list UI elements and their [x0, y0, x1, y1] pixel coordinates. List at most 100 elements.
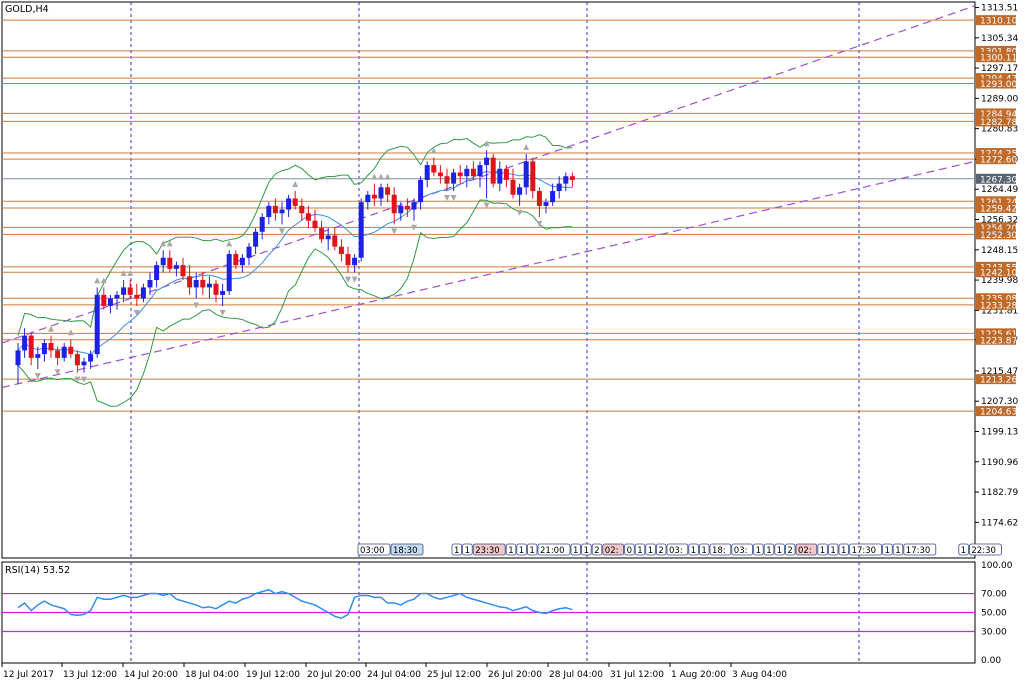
candle-body — [94, 294, 100, 355]
level-price-box — [976, 73, 1016, 84]
candle-body — [569, 176, 575, 180]
candle-body — [378, 187, 384, 199]
candle-body — [358, 202, 364, 258]
level-price-label: 1284.94 — [980, 110, 1017, 120]
level-price-label: 1242.10 — [980, 269, 1017, 279]
candle-body — [266, 205, 272, 217]
candle — [140, 283, 146, 303]
candle-body — [233, 254, 239, 266]
chart-title: GOLD,H4 — [5, 4, 49, 15]
level-price-label: 1252.30 — [980, 231, 1017, 241]
level-price-box — [976, 203, 1016, 214]
time-tick-label: 28 Jul 04:00 — [549, 670, 603, 680]
candle — [88, 350, 94, 369]
candle-body — [147, 280, 153, 288]
candle — [246, 242, 252, 266]
candle — [503, 165, 509, 188]
fractal-down-marker — [536, 220, 543, 227]
time-box-label: 1 — [895, 546, 900, 556]
time-tick-label: 1 Aug 20:00 — [671, 670, 726, 680]
candle — [61, 343, 67, 362]
time-box — [892, 543, 904, 556]
candle-body — [81, 361, 87, 366]
level-price-box — [976, 267, 1016, 278]
candle-body — [371, 194, 377, 199]
time-tick-label: 25 Jul 12:00 — [427, 670, 481, 680]
candle — [437, 165, 443, 184]
time-box-label: 02: — [605, 546, 619, 556]
fractal-down-marker — [444, 195, 450, 202]
candle-body — [292, 198, 298, 206]
level-price-label: 1293.00 — [980, 80, 1017, 90]
candle — [121, 280, 127, 303]
level-price-box — [976, 229, 1016, 240]
candle-body — [385, 187, 391, 195]
candle — [167, 250, 173, 273]
level-price-label: 1300.11 — [980, 54, 1017, 64]
time-box-label: 1 — [648, 546, 653, 556]
price-tick-label: 1174.62 — [981, 518, 1018, 528]
candle — [451, 168, 457, 192]
candle-body — [107, 298, 113, 306]
rsi-tick-label: 30.00 — [981, 628, 1007, 638]
candle — [206, 276, 212, 299]
fractal-up-marker — [127, 270, 134, 276]
fractal-down-marker — [219, 309, 226, 316]
candle — [193, 272, 199, 299]
price-axis: 1313.51 1305.34 1297.17 1289.00 1280.83 1272.… — [975, 4, 1018, 528]
candle-body — [563, 176, 569, 184]
candle — [68, 339, 74, 358]
time-box-label: 2 — [594, 546, 599, 556]
fractal-up-marker — [120, 270, 127, 276]
candle-body — [35, 354, 41, 358]
candle — [563, 172, 569, 192]
candle — [187, 265, 193, 295]
time-box-label: 1 — [820, 546, 825, 556]
fractal-down-marker — [411, 224, 417, 231]
candle-body — [550, 191, 556, 203]
time-box — [838, 543, 850, 556]
candle — [398, 202, 404, 221]
candle-body — [470, 168, 476, 177]
candle-body — [325, 235, 331, 240]
fractal-up-marker — [160, 240, 167, 247]
candle — [127, 280, 133, 299]
candle — [253, 228, 259, 255]
time-boxes: 03:00 18:30 1 1 23:30 1 1 1 21:00 1 1 2 02: 0 1 1 2 03: 1 1… — [357, 543, 1002, 556]
candle — [319, 220, 325, 243]
time-box-label: 1 — [841, 546, 846, 556]
candle-body — [484, 157, 490, 166]
candle-body — [286, 198, 292, 210]
time-box-label: 1 — [454, 546, 459, 556]
time-axis: 12 Jul 2017 13 Jul 12:00 14 Jul 20:00 18 Ju… — [1, 663, 787, 680]
time-box-label: 21:00 — [540, 546, 565, 556]
fractal-up-marker — [371, 173, 378, 180]
candle-body — [510, 179, 516, 195]
fractal-up-marker — [94, 277, 101, 284]
price-tick-label: 1313.51 — [981, 4, 1018, 14]
level-price-box — [976, 328, 1016, 339]
candle-body — [101, 294, 107, 306]
price-tick-label: 1190.96 — [981, 458, 1018, 468]
candle — [114, 291, 120, 310]
fractal-up-marker — [523, 143, 530, 150]
time-box-label: 1 — [701, 546, 706, 556]
level-price-box — [976, 374, 1016, 385]
level-price-box — [976, 148, 1016, 159]
candle-body — [404, 205, 410, 210]
time-box — [666, 543, 689, 556]
candle — [101, 287, 107, 310]
candle — [411, 198, 417, 221]
candle — [312, 209, 318, 232]
candle-body — [88, 354, 94, 362]
candle-body — [167, 257, 173, 269]
candle-body — [299, 205, 305, 214]
time-box-label: 2 — [658, 546, 663, 556]
level-price-box — [976, 406, 1016, 417]
candle-body — [213, 283, 219, 295]
time-tick-label: 18 Jul 04:00 — [185, 670, 239, 680]
candle-body — [490, 157, 496, 184]
channel-lower-line — [1, 160, 976, 389]
